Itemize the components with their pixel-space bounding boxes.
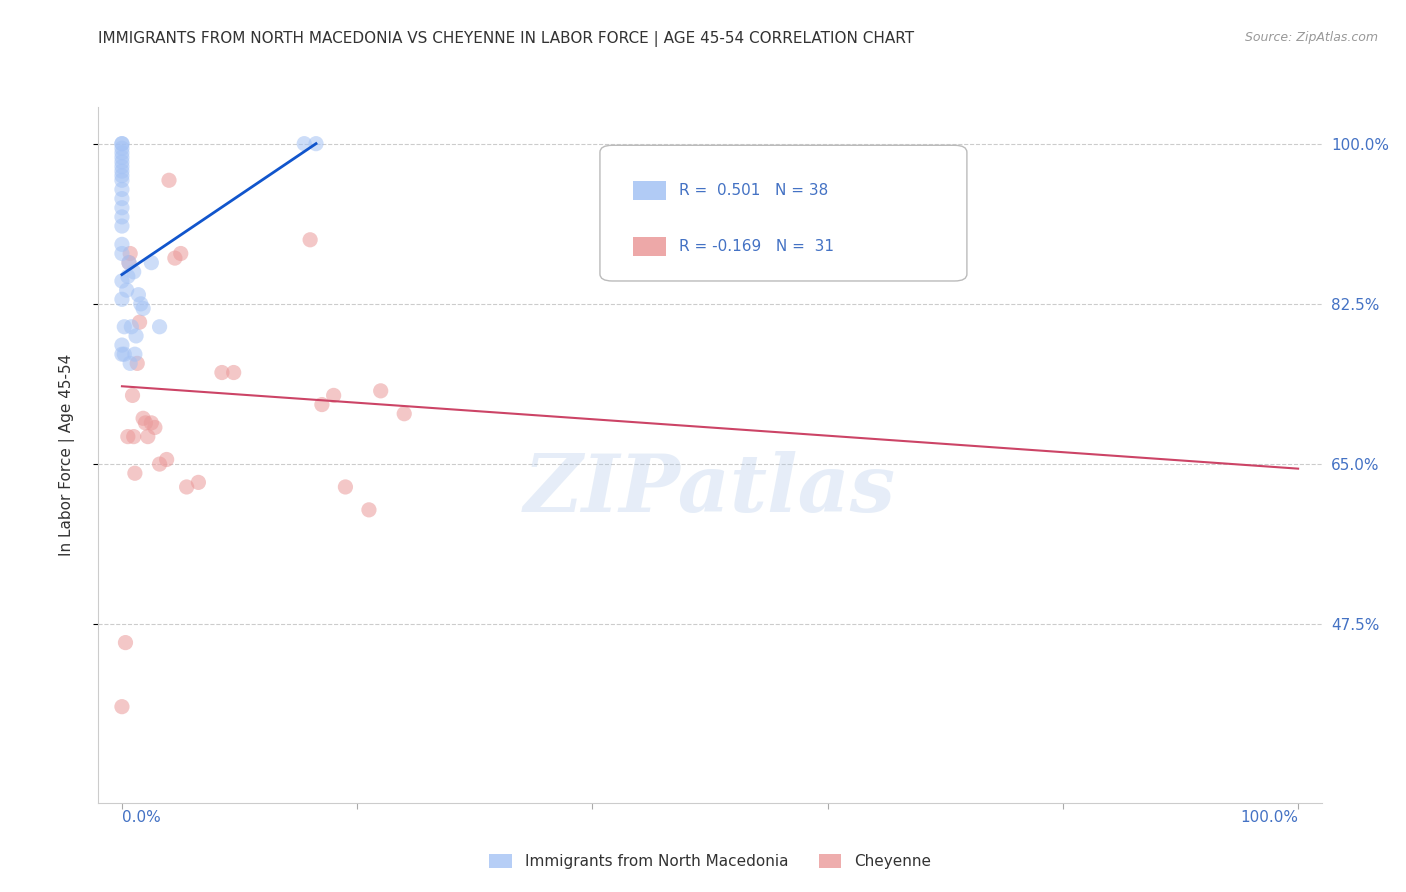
Point bbox=[299, 233, 322, 247]
Text: 0.0%: 0.0% bbox=[122, 810, 160, 825]
Point bbox=[128, 315, 150, 329]
Point bbox=[392, 407, 416, 421]
Point bbox=[322, 388, 344, 402]
Point bbox=[141, 416, 163, 430]
Point bbox=[111, 155, 134, 169]
Point bbox=[124, 467, 146, 481]
Point bbox=[118, 255, 141, 269]
Point bbox=[111, 182, 134, 196]
Point bbox=[176, 480, 198, 494]
Point bbox=[125, 329, 148, 343]
Point bbox=[112, 347, 135, 361]
Point bbox=[311, 398, 333, 412]
Y-axis label: In Labor Force | Age 45-54: In Labor Force | Age 45-54 bbox=[59, 354, 75, 556]
Point bbox=[111, 338, 134, 352]
Point bbox=[357, 503, 380, 517]
Text: ZIPatlas: ZIPatlas bbox=[524, 451, 896, 528]
Point bbox=[127, 287, 149, 301]
Point bbox=[117, 429, 139, 443]
Text: R = -0.169   N =  31: R = -0.169 N = 31 bbox=[679, 239, 834, 253]
Point bbox=[111, 169, 134, 183]
Point bbox=[120, 319, 142, 334]
Point bbox=[141, 255, 163, 269]
FancyBboxPatch shape bbox=[633, 181, 666, 200]
Point bbox=[127, 356, 149, 370]
Point bbox=[305, 136, 328, 151]
Point bbox=[115, 283, 138, 297]
Point bbox=[163, 251, 186, 265]
Point bbox=[129, 297, 152, 311]
Point bbox=[132, 411, 155, 425]
Point bbox=[136, 429, 159, 443]
Point bbox=[187, 475, 209, 490]
Point bbox=[112, 319, 135, 334]
Point bbox=[121, 388, 143, 402]
Point bbox=[170, 246, 193, 260]
FancyBboxPatch shape bbox=[633, 236, 666, 256]
Point bbox=[111, 237, 134, 252]
Point bbox=[114, 635, 136, 649]
Point bbox=[124, 347, 146, 361]
Text: 100.0%: 100.0% bbox=[1240, 810, 1298, 825]
Text: IMMIGRANTS FROM NORTH MACEDONIA VS CHEYENNE IN LABOR FORCE | AGE 45-54 CORRELATI: IMMIGRANTS FROM NORTH MACEDONIA VS CHEYE… bbox=[98, 31, 914, 47]
Point bbox=[111, 141, 134, 155]
Point bbox=[120, 356, 142, 370]
Point bbox=[111, 192, 134, 206]
Legend: Immigrants from North Macedonia, Cheyenne: Immigrants from North Macedonia, Cheyenn… bbox=[484, 848, 936, 875]
Point bbox=[156, 452, 179, 467]
Point bbox=[134, 416, 156, 430]
Point bbox=[111, 219, 134, 233]
Point bbox=[132, 301, 155, 316]
Point bbox=[111, 699, 134, 714]
Point bbox=[111, 347, 134, 361]
Point bbox=[111, 293, 134, 307]
Text: R =  0.501   N = 38: R = 0.501 N = 38 bbox=[679, 183, 828, 198]
Point bbox=[111, 246, 134, 260]
Point bbox=[111, 136, 134, 151]
Point bbox=[111, 274, 134, 288]
Point bbox=[122, 429, 145, 443]
Text: Source: ZipAtlas.com: Source: ZipAtlas.com bbox=[1244, 31, 1378, 45]
Point bbox=[122, 265, 145, 279]
Point bbox=[120, 246, 142, 260]
Point bbox=[292, 136, 315, 151]
Point bbox=[335, 480, 357, 494]
FancyBboxPatch shape bbox=[600, 145, 967, 281]
Point bbox=[111, 145, 134, 160]
Point bbox=[117, 269, 139, 284]
Point bbox=[222, 366, 245, 380]
Point bbox=[149, 457, 172, 471]
Point bbox=[370, 384, 392, 398]
Point bbox=[111, 136, 134, 151]
Point bbox=[111, 160, 134, 174]
Point bbox=[118, 255, 141, 269]
Point bbox=[211, 366, 233, 380]
Point bbox=[143, 420, 166, 434]
Point bbox=[111, 201, 134, 215]
Point bbox=[157, 173, 180, 187]
Point bbox=[111, 150, 134, 164]
Point bbox=[111, 173, 134, 187]
Point bbox=[111, 164, 134, 178]
Point bbox=[149, 319, 172, 334]
Point bbox=[111, 210, 134, 224]
